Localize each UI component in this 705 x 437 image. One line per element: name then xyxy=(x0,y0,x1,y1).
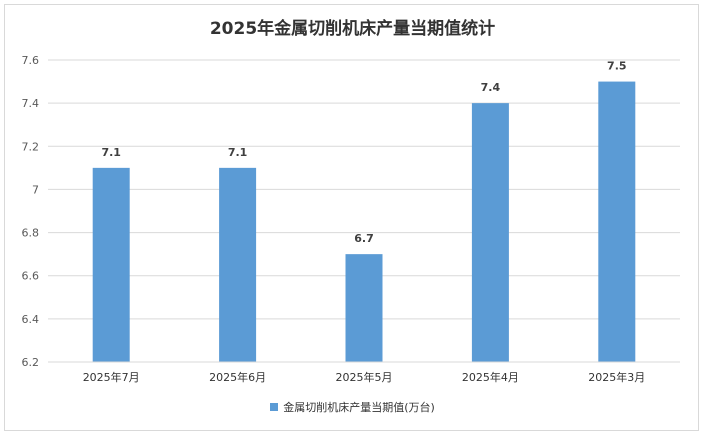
data-label: 7.1 xyxy=(228,146,248,159)
x-tick-label: 2025年6月 xyxy=(209,370,266,384)
x-tick-label: 2025年4月 xyxy=(462,370,519,384)
data-label: 7.5 xyxy=(607,60,627,73)
bar xyxy=(471,103,509,363)
x-tick-label: 2025年5月 xyxy=(336,370,393,384)
x-tick-label: 2025年3月 xyxy=(588,370,645,384)
bar xyxy=(92,167,130,362)
data-label: 7.4 xyxy=(481,81,501,94)
legend: 金属切削机床产量当期值(万台) xyxy=(0,399,705,415)
bar xyxy=(598,81,636,363)
y-tick-label: 7.2 xyxy=(22,140,40,153)
bar xyxy=(345,254,383,362)
legend-label: 金属切削机床产量当期值(万台) xyxy=(283,401,435,414)
chart-title: 2025年金属切削机床产量当期值统计 xyxy=(209,19,496,39)
y-tick-label: 7 xyxy=(32,183,39,196)
y-tick-label: 6.8 xyxy=(22,227,40,240)
data-label: 7.1 xyxy=(101,146,121,159)
legend-swatch xyxy=(270,403,279,411)
y-tick-label: 7.4 xyxy=(22,97,40,110)
y-tick-label: 6.2 xyxy=(22,356,40,369)
y-tick-label: 7.6 xyxy=(22,54,40,67)
bar xyxy=(219,167,257,362)
y-tick-label: 6.4 xyxy=(22,313,40,326)
y-tick-label: 6.6 xyxy=(22,270,40,283)
x-tick-label: 2025年7月 xyxy=(83,370,140,384)
data-label: 6.7 xyxy=(354,232,374,245)
